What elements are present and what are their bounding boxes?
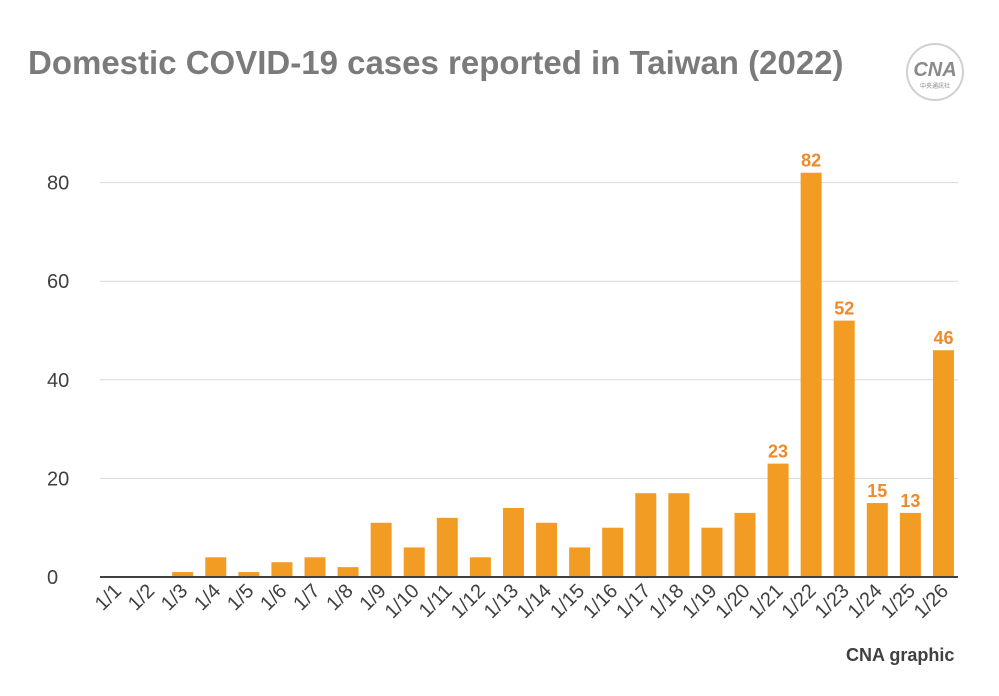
bar xyxy=(899,512,921,577)
bar xyxy=(833,320,855,577)
x-tick-label: 1/8 xyxy=(322,580,357,615)
bar xyxy=(403,547,425,577)
y-tick-label: 60 xyxy=(47,271,69,293)
chart-credit: CNA graphic xyxy=(846,645,955,665)
x-tick-label: 1/5 xyxy=(223,580,258,615)
logo-subtext: 中央通訊社 xyxy=(920,82,950,90)
data-label: 52 xyxy=(834,299,854,319)
bar xyxy=(205,557,227,577)
bar xyxy=(502,507,524,577)
x-tick-label: 1/19 xyxy=(678,580,721,623)
bar xyxy=(800,172,822,578)
bar xyxy=(932,350,954,577)
cna-logo-icon: CNA 中央通訊社 xyxy=(906,43,964,101)
x-tick-label: 1/23 xyxy=(811,580,854,623)
bar xyxy=(238,572,260,577)
bar xyxy=(668,493,690,577)
x-tick-label: 1/13 xyxy=(480,580,523,623)
bar xyxy=(304,557,326,577)
x-tick-label: 1/25 xyxy=(877,580,920,623)
x-tick-label: 1/14 xyxy=(513,580,556,623)
bar xyxy=(569,547,591,577)
logo-text: CNA xyxy=(913,59,956,81)
data-label: 82 xyxy=(801,151,821,171)
data-label: 13 xyxy=(900,491,920,511)
x-tick-label: 1/26 xyxy=(910,580,953,623)
x-tick-label: 1/2 xyxy=(124,580,159,615)
bar xyxy=(866,503,888,577)
x-tick-label: 1/6 xyxy=(256,580,291,615)
bar xyxy=(271,562,293,577)
x-tick-label: 1/15 xyxy=(546,580,589,623)
x-tick-label: 1/20 xyxy=(711,580,754,623)
data-label: 23 xyxy=(768,442,788,462)
data-label: 46 xyxy=(933,328,953,348)
y-tick-label: 40 xyxy=(47,370,69,392)
data-label: 15 xyxy=(867,481,887,501)
bar xyxy=(635,493,657,577)
x-tick-label: 1/16 xyxy=(579,580,622,623)
x-tick-label: 1/3 xyxy=(157,580,192,615)
bar xyxy=(701,527,723,577)
bar xyxy=(172,572,194,577)
y-tick-label: 80 xyxy=(47,173,69,195)
x-tick-label: 1/22 xyxy=(778,580,821,623)
x-tick-label: 1/12 xyxy=(447,580,490,623)
x-tick-label: 1/1 xyxy=(91,580,126,615)
y-tick-label: 0 xyxy=(47,567,58,589)
bar xyxy=(734,512,756,577)
x-tick-label: 1/11 xyxy=(415,580,457,622)
x-tick-label: 1/18 xyxy=(645,580,688,623)
chart-title: Domestic COVID-19 cases reported in Taiw… xyxy=(28,44,844,81)
bar xyxy=(602,527,624,577)
bar xyxy=(436,517,458,577)
bar xyxy=(337,567,359,577)
x-tick-label: 1/24 xyxy=(844,580,887,623)
bar xyxy=(469,557,491,577)
x-tick-label: 1/7 xyxy=(289,580,324,615)
y-tick-label: 20 xyxy=(47,468,69,490)
x-tick-label: 1/21 xyxy=(745,580,788,623)
bar xyxy=(370,522,392,577)
bar xyxy=(767,463,789,577)
bar xyxy=(536,522,558,577)
x-tick-label: 1/17 xyxy=(612,580,655,623)
x-tick-label: 1/10 xyxy=(381,580,424,623)
x-tick-label: 1/4 xyxy=(190,580,225,615)
